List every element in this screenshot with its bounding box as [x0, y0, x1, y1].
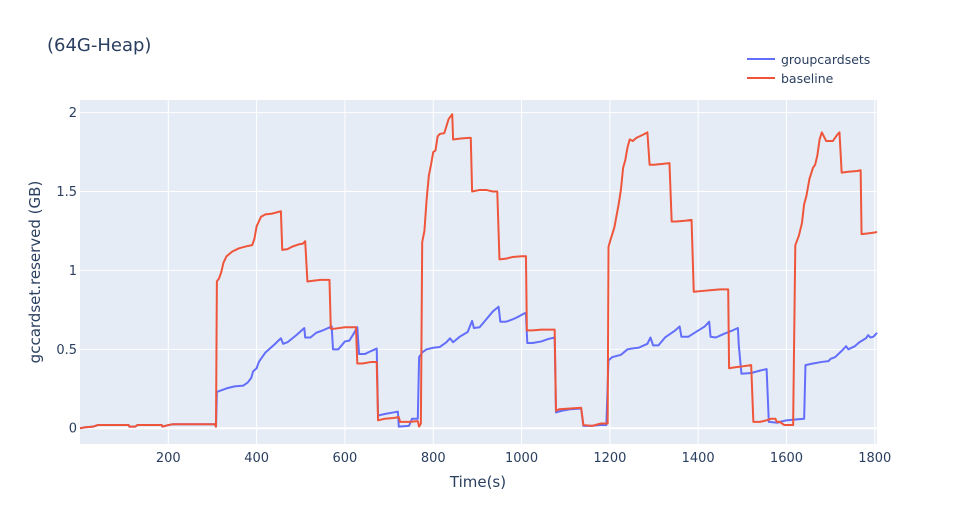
y-tick-label: 2 [69, 106, 77, 121]
x-tick-label: 1600 [770, 451, 803, 466]
x-tick-label: 800 [421, 451, 446, 466]
x-tick-label: 1200 [593, 451, 626, 466]
x-axis-title: Time(s) [449, 473, 506, 491]
plot-background [80, 100, 877, 444]
x-tick-label: 1000 [505, 451, 538, 466]
y-tick-label: 1 [69, 264, 77, 279]
legend-label-baseline[interactable]: baseline [781, 71, 834, 86]
y-tick-label: 0 [69, 422, 77, 437]
chart-title: (64G-Heap) [47, 35, 151, 56]
y-tick-labels: 0 0.5 1 1.5 2 [56, 106, 77, 437]
x-tick-label: 1800 [858, 451, 891, 466]
x-tick-label: 600 [333, 451, 358, 466]
series-line-groupcardsets[interactable] [79, 305, 878, 430]
legend: groupcardsets baseline [747, 52, 870, 86]
legend-label-groupcardsets[interactable]: groupcardsets [781, 52, 870, 67]
x-tick-labels: 200 400 600 800 1000 1200 1400 1600 1800 [156, 451, 891, 466]
y-tick-label: 0.5 [56, 343, 77, 358]
y-tick-label: 1.5 [56, 185, 77, 200]
x-tick-label: 1400 [682, 451, 715, 466]
series-line-baseline[interactable] [79, 113, 878, 430]
x-tick-label: 400 [244, 451, 269, 466]
y-axis-title: gccardset.reserved (GB) [26, 181, 44, 364]
series-layer [79, 113, 878, 430]
x-tick-label: 200 [156, 451, 181, 466]
y-grid [80, 112, 877, 430]
